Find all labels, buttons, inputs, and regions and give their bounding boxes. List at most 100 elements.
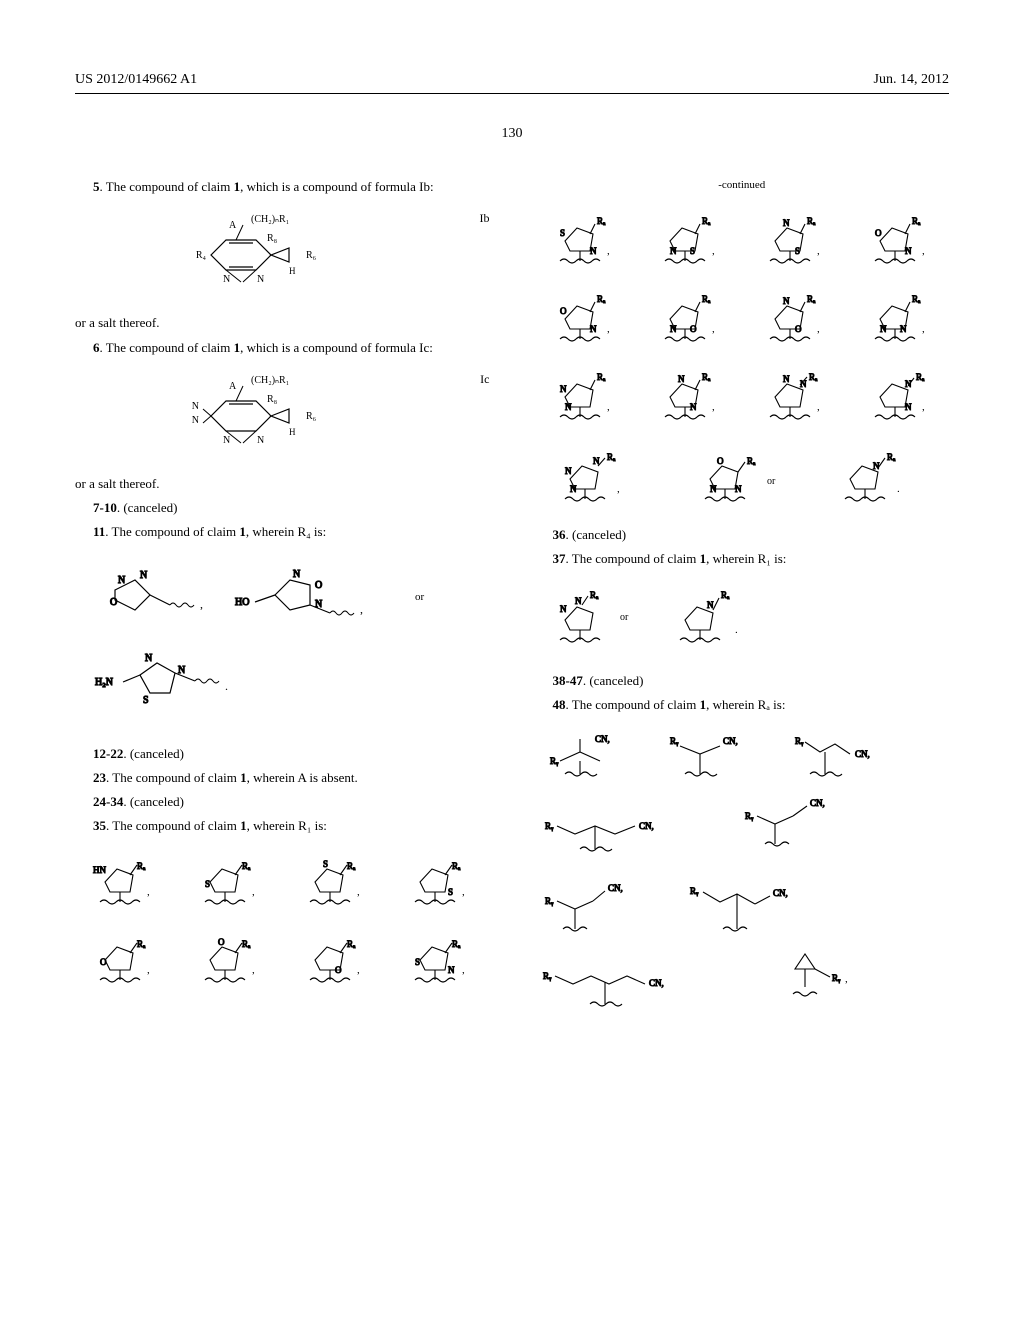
svg-text:N: N xyxy=(140,570,147,581)
svg-text:Rₐ: Rₐ xyxy=(702,216,711,226)
svg-text:Rₐ: Rₐ xyxy=(702,294,711,304)
svg-text:,: , xyxy=(712,401,715,413)
svg-text:N: N xyxy=(783,218,790,228)
svg-text:N: N xyxy=(880,324,887,334)
svg-text:,: , xyxy=(200,597,203,611)
page-header: US 2012/0149662 A1 Jun. 14, 2012 xyxy=(75,70,949,94)
svg-text:Rᵧ: Rᵧ xyxy=(543,971,552,982)
svg-text:N: N xyxy=(223,274,230,285)
svg-text:A: A xyxy=(229,381,237,392)
claim-7-10-canceled: 7-10. (canceled) xyxy=(75,499,490,517)
claim-5-text: 5. The compound of claim 1, which is a c… xyxy=(75,178,490,196)
svg-text:HN: HN xyxy=(93,865,106,875)
svg-text:N: N xyxy=(145,653,152,664)
svg-text:Rₐ: Rₐ xyxy=(807,216,816,226)
structure-cell: NRₐ. xyxy=(815,444,949,514)
publication-number: US 2012/0149662 A1 xyxy=(75,70,197,90)
svg-text:N: N xyxy=(783,296,790,306)
svg-text:R₆: R₆ xyxy=(306,411,317,422)
svg-text:.: . xyxy=(225,679,228,693)
svg-text:N: N xyxy=(192,401,199,412)
continued-label: -continued xyxy=(535,178,950,193)
svg-text:Rₐ: Rₐ xyxy=(137,939,146,949)
svg-text:,: , xyxy=(617,483,620,495)
svg-text:Rₐ: Rₐ xyxy=(887,452,896,462)
svg-text:CN,: CN, xyxy=(773,888,788,898)
svg-text:R₆: R₆ xyxy=(306,250,317,261)
svg-text:,: , xyxy=(252,886,255,898)
claim-35-continued-structures: SNRₐ, NSRₐ, NSRₐ, ONRₐ, ONRₐ, NORₐ, NORₐ… xyxy=(535,206,950,432)
svg-text:N: N xyxy=(223,435,230,446)
svg-text:O: O xyxy=(795,324,802,334)
svg-text:CN,: CN, xyxy=(723,736,738,746)
structure-cell: NNRₐ, xyxy=(535,362,634,432)
svg-text:O: O xyxy=(315,580,322,591)
svg-text:S: S xyxy=(415,957,420,967)
svg-text:Rᵧ: Rᵧ xyxy=(795,736,804,747)
claim-35-continued-row4: NNNRₐ, ONNRₐor NRₐ. xyxy=(535,444,950,514)
svg-text:Rₐ: Rₐ xyxy=(597,294,606,304)
right-column: -continued SNRₐ, NSRₐ, NSRₐ, ONRₐ, ONRₐ,… xyxy=(535,178,950,1029)
structure-cell: NSRₐ, xyxy=(640,206,739,276)
svg-text:N: N xyxy=(905,246,912,256)
claim-5-or-salt: or a salt thereof. xyxy=(75,314,490,332)
formula-Ib-structure: R₄ R₆ R₈ (CH₂)ₙR₁ A N N H xyxy=(115,210,377,300)
svg-text:Rᵧ: Rᵧ xyxy=(690,886,699,897)
svg-text:or: or xyxy=(620,612,629,623)
svg-text:,: , xyxy=(607,245,610,257)
svg-text:N: N xyxy=(590,246,597,256)
svg-text:S: S xyxy=(323,859,328,869)
claim-11-structures: O N N , HO N O N , xyxy=(85,555,490,730)
svg-text:Rₐ: Rₐ xyxy=(242,861,251,871)
structure-cell: ONRₐ, xyxy=(850,206,949,276)
svg-text:R₈: R₈ xyxy=(267,233,278,244)
svg-text:,: , xyxy=(817,401,820,413)
claim-6-or-salt: or a salt thereof. xyxy=(75,475,490,493)
svg-text:CN,: CN, xyxy=(639,821,654,831)
structure-cell: NNRₐ, xyxy=(745,362,844,432)
claim-24-34-canceled: 24-34. (canceled) xyxy=(75,793,490,811)
structure-cell: ONNRₐor xyxy=(675,444,809,514)
claim-11-text: 11. The compound of claim 1, wherein R₄ … xyxy=(75,523,490,541)
svg-text:Rᵧ: Rᵧ xyxy=(545,896,554,907)
claim-12-22-canceled: 12-22. (canceled) xyxy=(75,745,490,763)
svg-text:N: N xyxy=(678,374,685,384)
structure-cell: NNNRₐ, xyxy=(535,444,669,514)
claim-35-structures-row1: HN Rₐ , S Rₐ xyxy=(75,847,490,995)
svg-text:N: N xyxy=(560,384,567,394)
svg-text:CN,: CN, xyxy=(608,883,623,893)
svg-text:N: N xyxy=(118,575,125,586)
svg-text:Rₐ: Rₐ xyxy=(747,456,756,466)
svg-text:N: N xyxy=(293,569,300,580)
formula-label-Ib: Ib xyxy=(480,210,490,227)
structure-cell: NORₐ, xyxy=(745,284,844,354)
svg-text:H: H xyxy=(289,266,296,276)
svg-text:N: N xyxy=(670,324,677,334)
svg-text:S: S xyxy=(795,246,800,256)
svg-text:N: N xyxy=(783,374,790,384)
svg-text:or: or xyxy=(767,476,776,487)
svg-text:,: , xyxy=(147,964,150,976)
svg-text:,: , xyxy=(147,886,150,898)
svg-text:N: N xyxy=(905,379,912,389)
svg-text:.: . xyxy=(897,483,900,495)
svg-text:,: , xyxy=(922,401,925,413)
svg-text:N: N xyxy=(900,324,907,334)
svg-text:R₄: R₄ xyxy=(196,250,207,261)
svg-text:R₈: R₈ xyxy=(267,394,278,405)
svg-text:Rₐ: Rₐ xyxy=(702,372,711,382)
svg-text:,: , xyxy=(462,886,465,898)
svg-text:Rₐ: Rₐ xyxy=(721,590,730,600)
svg-text:Rₐ: Rₐ xyxy=(137,861,146,871)
svg-text:N: N xyxy=(735,484,742,494)
claim-48-structures: Rᵧ CN, Rᵧ CN, Rᵧ CN, xyxy=(535,724,950,1029)
svg-text:Rₐ: Rₐ xyxy=(916,372,925,382)
svg-text:N: N xyxy=(905,402,912,412)
svg-text:N: N xyxy=(565,466,572,476)
svg-text:Rₐ: Rₐ xyxy=(912,294,921,304)
svg-text:S: S xyxy=(143,695,149,706)
svg-text:,: , xyxy=(817,245,820,257)
svg-text:O: O xyxy=(560,306,567,316)
claim-35-text: 35. The compound of claim 1, wherein R₁ … xyxy=(75,817,490,835)
structure-cell: SNRₐ, xyxy=(535,206,634,276)
